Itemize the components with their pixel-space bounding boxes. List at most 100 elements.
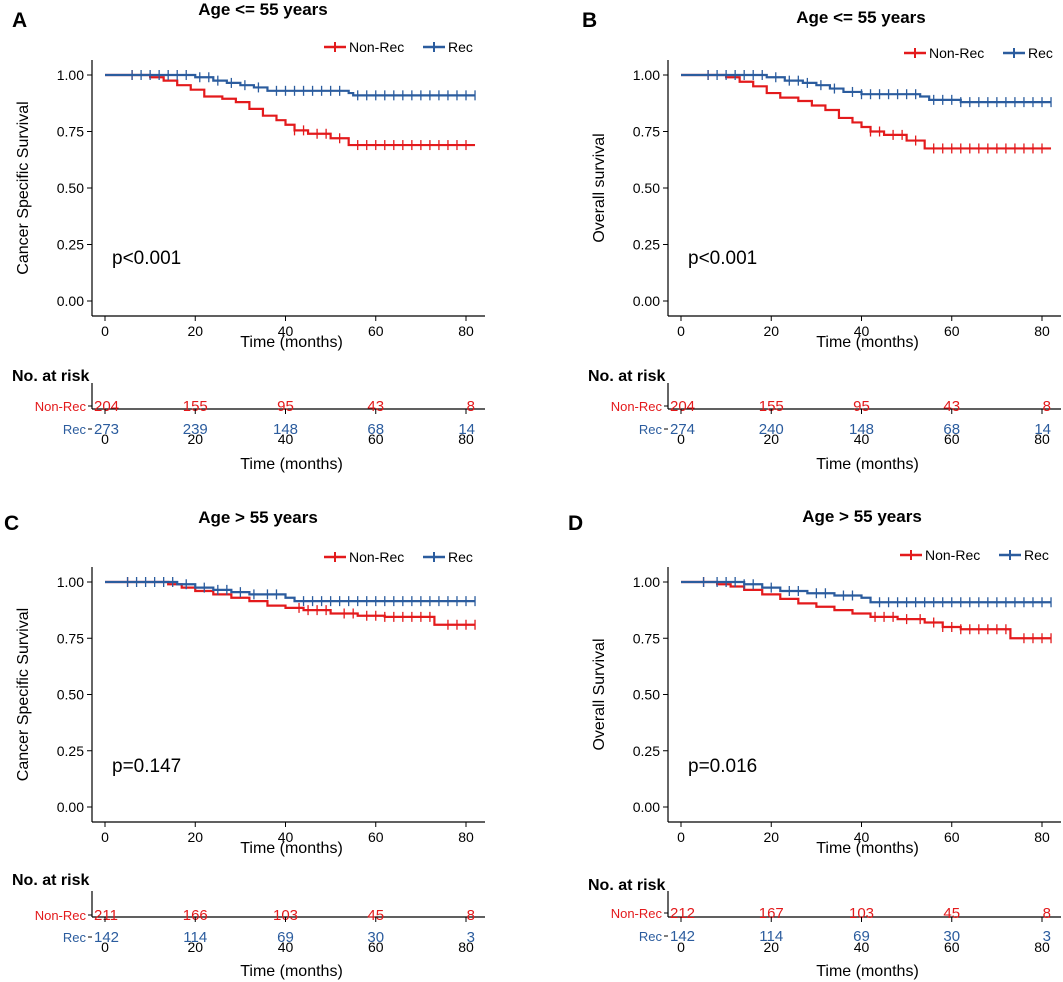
x-tick-label: 80 xyxy=(1034,323,1050,339)
risk-count: 45 xyxy=(367,907,384,924)
risk-x-axis-label: Time (months) xyxy=(240,963,343,980)
y-tick-label: 0.00 xyxy=(57,799,84,815)
risk-count: 30 xyxy=(943,928,960,945)
x-tick-label: 20 xyxy=(763,323,779,339)
km-curve-rec xyxy=(681,73,1052,104)
y-tick-label: 1.00 xyxy=(633,67,660,83)
legend: Non-Rec Rec xyxy=(324,549,473,565)
x-axis-label: Time (months) xyxy=(240,334,343,351)
risk-count: 3 xyxy=(1043,928,1051,945)
risk-count: 14 xyxy=(1034,421,1051,438)
km-curve-non-rec xyxy=(681,580,1052,640)
km-curve-rec xyxy=(105,580,476,603)
risk-x-axis-label: Time (months) xyxy=(240,456,343,473)
risk-count: 43 xyxy=(367,398,384,415)
y-tick-label: 0.00 xyxy=(57,293,84,309)
risk-row-label-rec: Rec xyxy=(639,422,663,437)
panel-a: A Age <= 55 years Non-Rec Rec Cancer Specifi… xyxy=(12,0,485,473)
chart-title: Age > 55 years xyxy=(198,508,318,527)
risk-x-tick-label: 0 xyxy=(101,939,109,955)
legend-label-non-rec: Non-Rec xyxy=(349,39,404,55)
panel-d: D Age > 55 years Non-Rec Rec Overall Surviva… xyxy=(568,507,1061,980)
x-tick-label: 60 xyxy=(944,829,960,845)
risk-count: 204 xyxy=(94,398,119,415)
y-tick-label: 0.75 xyxy=(633,630,660,646)
risk-x-tick-label: 40 xyxy=(278,939,294,955)
p-value: p=0.016 xyxy=(688,756,757,777)
x-tick-label: 40 xyxy=(278,829,294,845)
risk-count: 240 xyxy=(759,421,784,438)
y-axis-label: Overall survival xyxy=(591,133,608,242)
risk-table: No. at risk Non-Rec 211 166 103 45 8 Rec 142 114 6… xyxy=(12,872,485,980)
risk-x-tick-label: 60 xyxy=(368,431,384,447)
risk-count: 204 xyxy=(670,398,695,415)
risk-count: 211 xyxy=(94,907,118,924)
km-curve-rec xyxy=(105,73,476,97)
risk-count: 45 xyxy=(943,905,960,922)
panel-b: B Age <= 55 years Non-Rec Rec Overall surviv… xyxy=(582,8,1061,473)
panel-c: C Age > 55 years Non-Rec Rec Cancer Specific… xyxy=(4,508,485,980)
risk-x-tick-label: 40 xyxy=(278,431,294,447)
km-curve-non-rec xyxy=(681,73,1052,150)
y-tick-label: 0.50 xyxy=(57,687,84,703)
panel-letter: D xyxy=(568,512,583,535)
risk-row-label-non-rec: Non-Rec xyxy=(35,908,87,923)
risk-count: 274 xyxy=(670,421,695,438)
risk-count: 114 xyxy=(183,929,207,946)
y-tick-label: 0.50 xyxy=(57,180,84,196)
y-axis-label: Cancer Specific Survival xyxy=(15,608,32,781)
x-tick-label: 0 xyxy=(101,323,109,339)
risk-count: 155 xyxy=(183,398,208,415)
risk-count: 95 xyxy=(853,398,870,415)
risk-x-tick-label: 60 xyxy=(944,431,960,447)
y-tick-label: 0.25 xyxy=(57,237,84,253)
x-tick-label: 40 xyxy=(278,323,294,339)
risk-count: 166 xyxy=(183,907,208,924)
risk-table-heading: No. at risk xyxy=(12,368,89,385)
risk-x-tick-label: 80 xyxy=(1034,431,1050,447)
x-axis-label: Time (months) xyxy=(240,840,343,857)
risk-count: 95 xyxy=(277,398,294,415)
risk-count: 142 xyxy=(670,928,695,945)
risk-x-tick-label: 40 xyxy=(854,431,870,447)
y-tick-label: 1.00 xyxy=(57,67,84,83)
risk-x-tick-label: 60 xyxy=(944,939,960,955)
y-tick-label: 0.25 xyxy=(633,237,660,253)
risk-count: 103 xyxy=(273,907,298,924)
x-tick-label: 20 xyxy=(187,829,203,845)
risk-x-tick-label: 20 xyxy=(187,431,203,447)
risk-x-tick-label: 0 xyxy=(677,939,685,955)
x-tick-label: 80 xyxy=(458,323,474,339)
risk-count: 142 xyxy=(94,929,119,946)
risk-count: 8 xyxy=(1043,398,1051,415)
x-axis-label: Time (months) xyxy=(816,334,919,351)
legend-label-non-rec: Non-Rec xyxy=(929,45,984,61)
legend: Non-Rec Rec xyxy=(904,45,1053,61)
risk-count: 30 xyxy=(367,929,384,946)
x-tick-label: 60 xyxy=(368,829,384,845)
risk-count: 68 xyxy=(367,421,384,438)
y-tick-label: 0.75 xyxy=(57,124,84,140)
risk-table-heading: No. at risk xyxy=(588,877,665,894)
legend-label-non-rec: Non-Rec xyxy=(925,547,980,563)
x-axis-label: Time (months) xyxy=(816,840,919,857)
risk-count: 155 xyxy=(759,398,784,415)
panel-letter: A xyxy=(12,9,27,32)
y-axis-label: Overall Survival xyxy=(591,638,608,750)
km-curve-non-rec xyxy=(105,73,476,147)
risk-count: 14 xyxy=(458,421,475,438)
risk-count: 212 xyxy=(670,905,695,922)
x-tick-label: 80 xyxy=(458,829,474,845)
legend: Non-Rec Rec xyxy=(324,39,473,55)
x-tick-label: 20 xyxy=(187,323,203,339)
risk-count: 69 xyxy=(277,929,294,946)
y-tick-label: 0.00 xyxy=(633,799,660,815)
x-tick-label: 20 xyxy=(763,829,779,845)
risk-table: No. at risk Non-Rec 204 155 95 43 8 Rec 273 239 14… xyxy=(12,368,485,473)
y-tick-label: 0.50 xyxy=(633,180,660,196)
y-tick-label: 0.75 xyxy=(633,124,660,140)
legend: Non-Rec Rec xyxy=(900,547,1049,563)
risk-x-tick-label: 20 xyxy=(187,939,203,955)
y-tick-label: 0.25 xyxy=(57,743,84,759)
